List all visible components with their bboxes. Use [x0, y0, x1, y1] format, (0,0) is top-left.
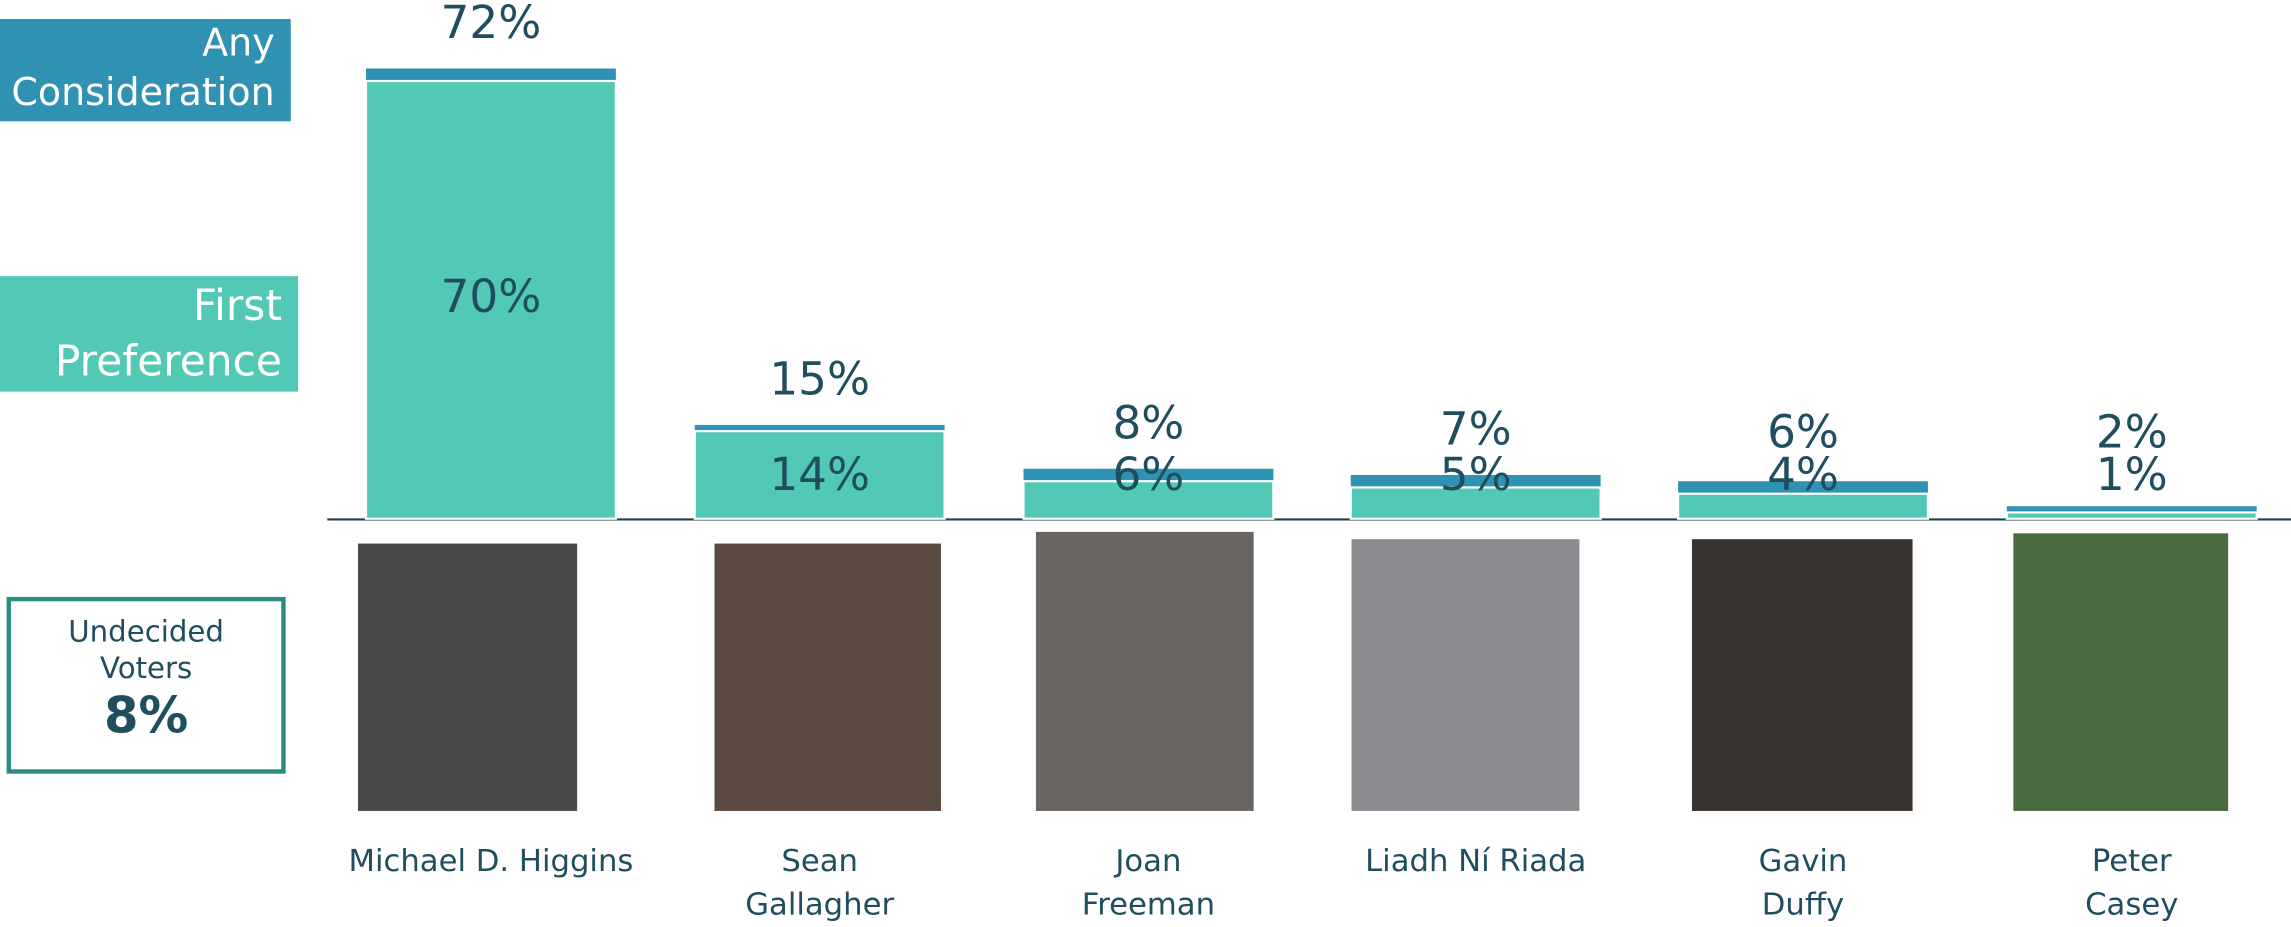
photos	[358, 532, 2228, 811]
x-tick-label: Sean Gallagher	[745, 839, 894, 927]
legend-label: First Preference	[0, 276, 282, 391]
data-label: 5%	[1440, 448, 1512, 501]
legend-label-box: First Preference	[0, 276, 282, 391]
photo	[1352, 539, 1580, 811]
x-tick-label: Liadh Ní Riada	[1365, 839, 1586, 883]
x-tick-label-box: Michael D. Higgins	[316, 839, 667, 927]
data-label: 72%	[441, 0, 542, 49]
x-tick-label: Peter Casey	[2085, 839, 2178, 927]
x-tick-label-box: Joan Freeman	[973, 839, 1324, 927]
photo	[2013, 533, 2228, 811]
legend-label: Any Consideration	[0, 19, 275, 121]
annotation-label: Undecided Voters	[51, 614, 241, 687]
annotation-value: 8%	[104, 686, 188, 744]
data-label: 4%	[1767, 448, 1839, 501]
data-label: 6%	[1113, 448, 1185, 501]
x-tick-label-box: Peter Casey	[1956, 839, 2291, 927]
data-label: 70%	[441, 270, 542, 323]
x-tick-label-box: Sean Gallagher	[644, 839, 995, 927]
photo	[714, 544, 940, 811]
bar	[2007, 512, 2257, 518]
data-label: 14%	[769, 448, 870, 501]
x-tick-label-box: Gavin Duffy	[1628, 839, 1979, 927]
x-tick-label-box: Liadh Ní Riada	[1300, 839, 1651, 927]
chart: Any Consideration First Preference 72% 70% M…	[0, 0, 2291, 927]
data-label: 1%	[2096, 448, 2168, 501]
photo	[358, 544, 577, 811]
photo	[1036, 532, 1254, 811]
legend-label-box: Any Consideration	[0, 19, 275, 121]
x-tick-label: Michael D. Higgins	[348, 839, 633, 883]
x-tick-label: Gavin Duffy	[1759, 839, 1848, 927]
data-label: 8%	[1113, 396, 1185, 449]
x-tick-label: Joan Freeman	[1082, 839, 1215, 927]
data-label: 15%	[769, 353, 870, 406]
photo	[1692, 539, 1913, 811]
annotation-label-box: Undecided Voters	[9, 614, 284, 696]
